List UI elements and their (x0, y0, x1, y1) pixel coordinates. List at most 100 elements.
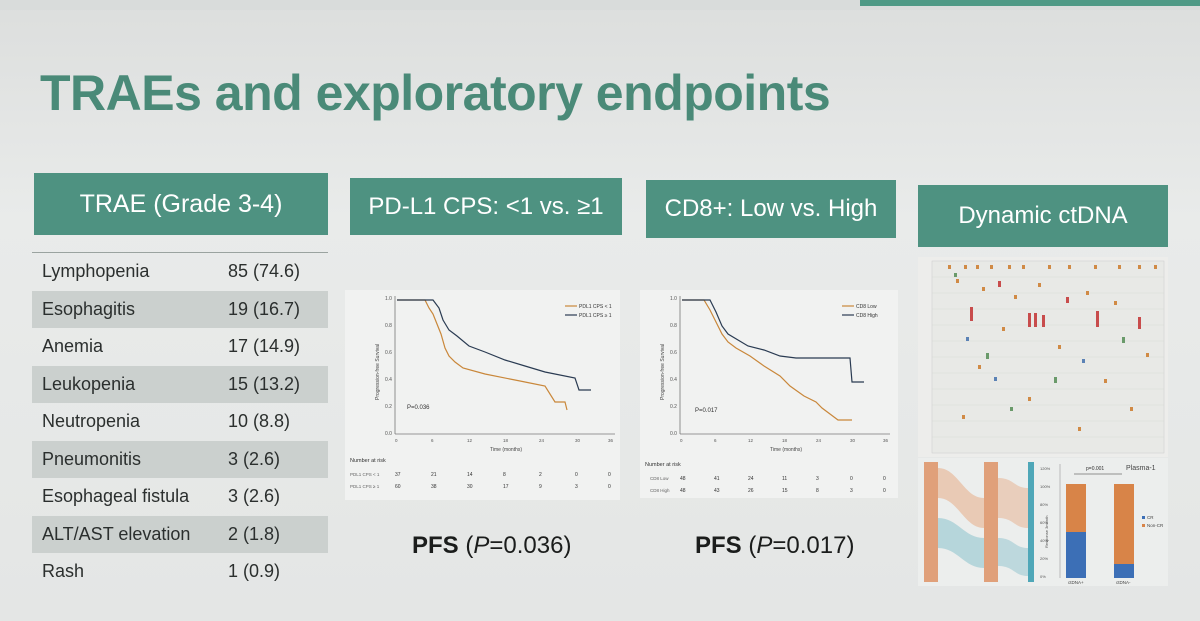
ytick: 0.0 (670, 431, 677, 437)
bar-ctdna-pos-noncr (1066, 484, 1086, 532)
top-accent-bar (860, 0, 1200, 6)
table-row: Rash 1 (0.9) (32, 553, 328, 591)
p-value: P=0.017 (695, 408, 718, 414)
risk-value: 38 (431, 484, 437, 490)
risk-value: 17 (503, 484, 509, 490)
xtick: 6 (431, 438, 434, 443)
pfs-label: PFS (412, 532, 459, 559)
risk-row-name: PDL1 CPS < 1 (350, 472, 380, 477)
ytick: 0.2 (385, 404, 392, 410)
ctdna-oncoprint (918, 257, 1168, 457)
risk-value: 8 (503, 472, 506, 478)
risk-value: 3 (575, 484, 578, 490)
risk-value: 2 (539, 472, 542, 478)
risk-value: 60 (395, 484, 401, 490)
p-value: P=0.036 (407, 405, 430, 411)
km-plot-cd8: 1.0 0.8 0.6 0.4 0.2 0.0 Progression-free… (640, 290, 898, 498)
ytick: 100% (1040, 484, 1051, 489)
trae-name: Leukopenia (42, 373, 136, 394)
plasma-label: Plasma-1 (1126, 465, 1156, 472)
trae-name: Pneumonitis (42, 448, 142, 469)
risk-table-label: Number at risk (645, 462, 681, 468)
trae-value: 10 (8.8) (228, 411, 291, 432)
table-row: Esophagitis 19 (16.7) (32, 290, 328, 328)
bar-y-label: Response 3month (1044, 516, 1049, 548)
ytick: 0.4 (385, 377, 392, 383)
risk-value: 37 (395, 472, 401, 478)
km-svg-cd8: 1.0 0.8 0.6 0.4 0.2 0.0 Progression-free… (645, 296, 890, 494)
ytick: 0.0 (385, 431, 392, 437)
risk-row-name: PDL1 CPS ≥ 1 (350, 484, 380, 489)
risk-value: 0 (608, 472, 611, 478)
header-ctdna: Dynamic ctDNA (918, 185, 1168, 247)
table-row: ALT/AST elevation 2 (1.8) (32, 515, 328, 553)
risk-value: 0 (883, 488, 886, 494)
curve-pdl1-high (397, 299, 591, 391)
pfs-p: P (756, 532, 773, 559)
pfs-value: =0.036) (489, 532, 572, 559)
legend-label: PDL1 CPS ≥ 1 (579, 313, 612, 319)
bar-ctdna-pos-cr (1066, 532, 1086, 578)
pfs-value: =0.017) (772, 532, 855, 559)
trae-value: 19 (16.7) (228, 298, 301, 319)
slide-title: TRAEs and exploratory endpoints (40, 65, 831, 121)
xtick: 24 (816, 438, 822, 443)
trae-value: 85 (74.6) (228, 261, 301, 282)
ytick: 0.4 (670, 377, 677, 383)
ytick: 80% (1040, 502, 1048, 507)
ytick: 0.8 (670, 323, 677, 329)
risk-row-name: CD8 Low (650, 476, 669, 481)
ytick: 0.6 (670, 350, 677, 356)
ytick: 20% (1040, 556, 1048, 561)
ytick: 0.2 (670, 404, 677, 410)
trae-value: 3 (2.6) (228, 448, 281, 469)
risk-value: 3 (816, 476, 819, 482)
xtick: 6 (714, 438, 717, 443)
trae-value: 3 (2.6) (228, 486, 281, 507)
trae-name: Anemia (42, 336, 104, 357)
ytick: 0% (1040, 574, 1046, 579)
sankey-svg: Plasma-1 120% 100% 80% 60% 40% 20% 0% Re… (924, 462, 1164, 585)
table-row: Esophageal fistula 3 (2.6) (32, 478, 328, 516)
xtick: 12 (748, 438, 754, 443)
risk-value: 0 (883, 476, 886, 482)
bar-label: ctDNA+ (1068, 580, 1084, 585)
table-row: Neutropenia 10 (8.8) (32, 403, 328, 441)
xtick: 0 (680, 438, 683, 443)
trae-value: 1 (0.9) (228, 561, 281, 582)
trae-table: Lymphopenia 85 (74.6) Esophagitis 19 (16.7… (32, 252, 328, 591)
table-row: Pneumonitis 3 (2.6) (32, 440, 328, 478)
ytick: 1.0 (670, 296, 677, 302)
km-svg-pdl1: 1.0 0.8 0.6 0.4 0.2 0.0 Progression-free… (350, 296, 615, 490)
risk-table-label: Number at risk (350, 458, 386, 464)
top-bar (0, 0, 1200, 10)
risk-value: 0 (608, 484, 611, 490)
xtick: 36 (608, 438, 614, 443)
xtick: 24 (539, 438, 545, 443)
ytick: 40% (1040, 538, 1048, 543)
ytick: 0.8 (385, 323, 392, 329)
xtick: 12 (467, 438, 473, 443)
ctdna-sankey-bars: Plasma-1 120% 100% 80% 60% 40% 20% 0% Re… (918, 458, 1168, 586)
risk-value: 21 (431, 472, 437, 478)
trae-value: 15 (13.2) (228, 373, 301, 394)
ytick: 0.6 (385, 350, 392, 356)
curve-cd8-high (682, 299, 864, 383)
table-row: Lymphopenia 85 (74.6) (32, 253, 328, 291)
pfs-label: PFS (695, 532, 742, 559)
trae-name: Neutropenia (42, 411, 141, 432)
table-row: Leukopenia 15 (13.2) (32, 365, 328, 403)
curve-pdl1-low (397, 299, 568, 411)
pfs-caption-cd8: PFS (P=0.017) (695, 532, 855, 559)
legend-label: CD8 High (856, 313, 878, 319)
ytick: 60% (1040, 520, 1048, 525)
risk-value: 24 (748, 476, 754, 482)
risk-value: 15 (782, 488, 788, 494)
trae-name: ALT/AST elevation (42, 523, 191, 544)
bar-p-value: p=0.001 (1086, 466, 1104, 472)
trae-value: 17 (14.9) (228, 336, 301, 357)
oncoprint-svg (931, 260, 1165, 454)
trae-name: Lymphopenia (42, 261, 150, 282)
bar-label: ctDNA- (1116, 580, 1131, 585)
xtick: 30 (850, 438, 856, 443)
